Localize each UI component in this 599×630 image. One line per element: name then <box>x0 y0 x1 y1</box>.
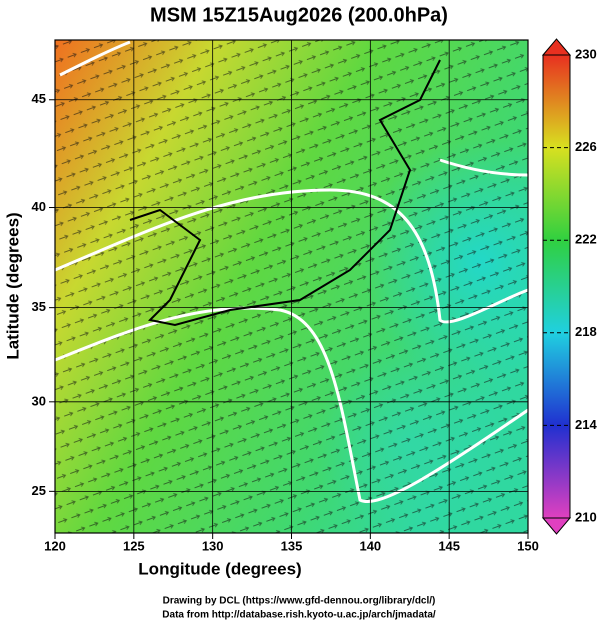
colorbar-tick-label: 222 <box>575 232 597 247</box>
colorbar-tick-label: 230 <box>575 46 597 61</box>
colorbar-tick-label: 214 <box>575 417 597 432</box>
y-axis-label: Latitude (degrees) <box>3 212 22 359</box>
x-axis-label: Longitude (degrees) <box>138 559 301 578</box>
colorbar <box>542 54 571 519</box>
title: MSM 15Z15Aug2026 (200.0hPa) <box>150 4 448 26</box>
footer-line: Drawing by DCL (https://www.gfd-dennou.o… <box>163 596 436 607</box>
colorbar-max-arrow <box>541 38 572 56</box>
x-tick-label: 145 <box>438 538 460 553</box>
colorbar-tick-label: 218 <box>575 324 597 339</box>
y-tick-label: 35 <box>32 299 46 314</box>
y-tick-label: 25 <box>32 483 46 498</box>
x-tick-label: 130 <box>202 538 224 553</box>
x-tick-label: 135 <box>281 538 303 553</box>
y-tick-label: 45 <box>32 91 46 106</box>
x-tick-label: 120 <box>44 538 66 553</box>
x-tick-label: 125 <box>123 538 145 553</box>
colorbar-tick-label: 226 <box>575 139 597 154</box>
colorbar-tick-label: 210 <box>575 509 597 524</box>
x-tick-label: 140 <box>359 538 381 553</box>
colorbar-min-arrow <box>541 517 572 535</box>
y-tick-label: 30 <box>32 393 46 408</box>
footer-line: Data from http://database.rish.kyoto-u.a… <box>162 610 436 621</box>
x-tick-label: 150 <box>517 538 539 553</box>
y-tick-label: 40 <box>32 199 46 214</box>
